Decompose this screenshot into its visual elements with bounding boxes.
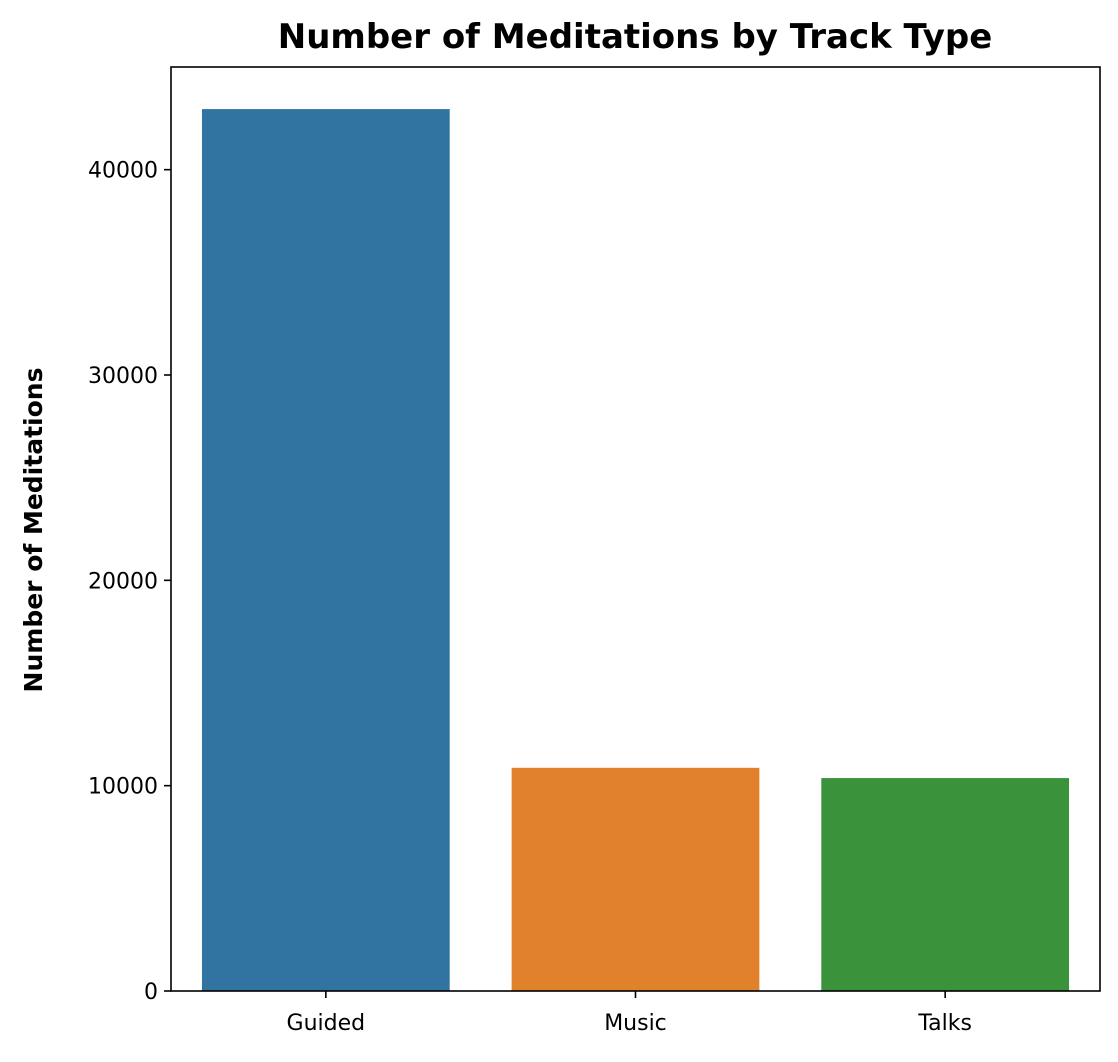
y-tick-label: 30000 <box>88 364 158 389</box>
y-axis-ticks: 0 10000 20000 30000 40000 <box>88 159 171 1005</box>
chart-title: Number of Meditations by Track Type <box>278 17 993 57</box>
x-tick-label: Talks <box>917 1011 972 1036</box>
x-tick-label: Guided <box>287 1011 366 1036</box>
plot-frame <box>170 66 1101 992</box>
bar-music <box>511 767 760 991</box>
bars-layer <box>201 109 1070 992</box>
y-tick-label: 20000 <box>88 569 158 594</box>
x-axis-ticks: Guided Music Talks <box>287 991 972 1036</box>
bar-guided <box>201 109 450 992</box>
y-tick-label: 40000 <box>88 159 158 184</box>
x-tick-label: Music <box>604 1011 667 1036</box>
y-tick-label: 10000 <box>88 775 158 800</box>
y-axis-label: Number of Meditations <box>19 368 48 693</box>
y-tick-label: 0 <box>144 980 158 1005</box>
bar-talks <box>821 778 1070 991</box>
